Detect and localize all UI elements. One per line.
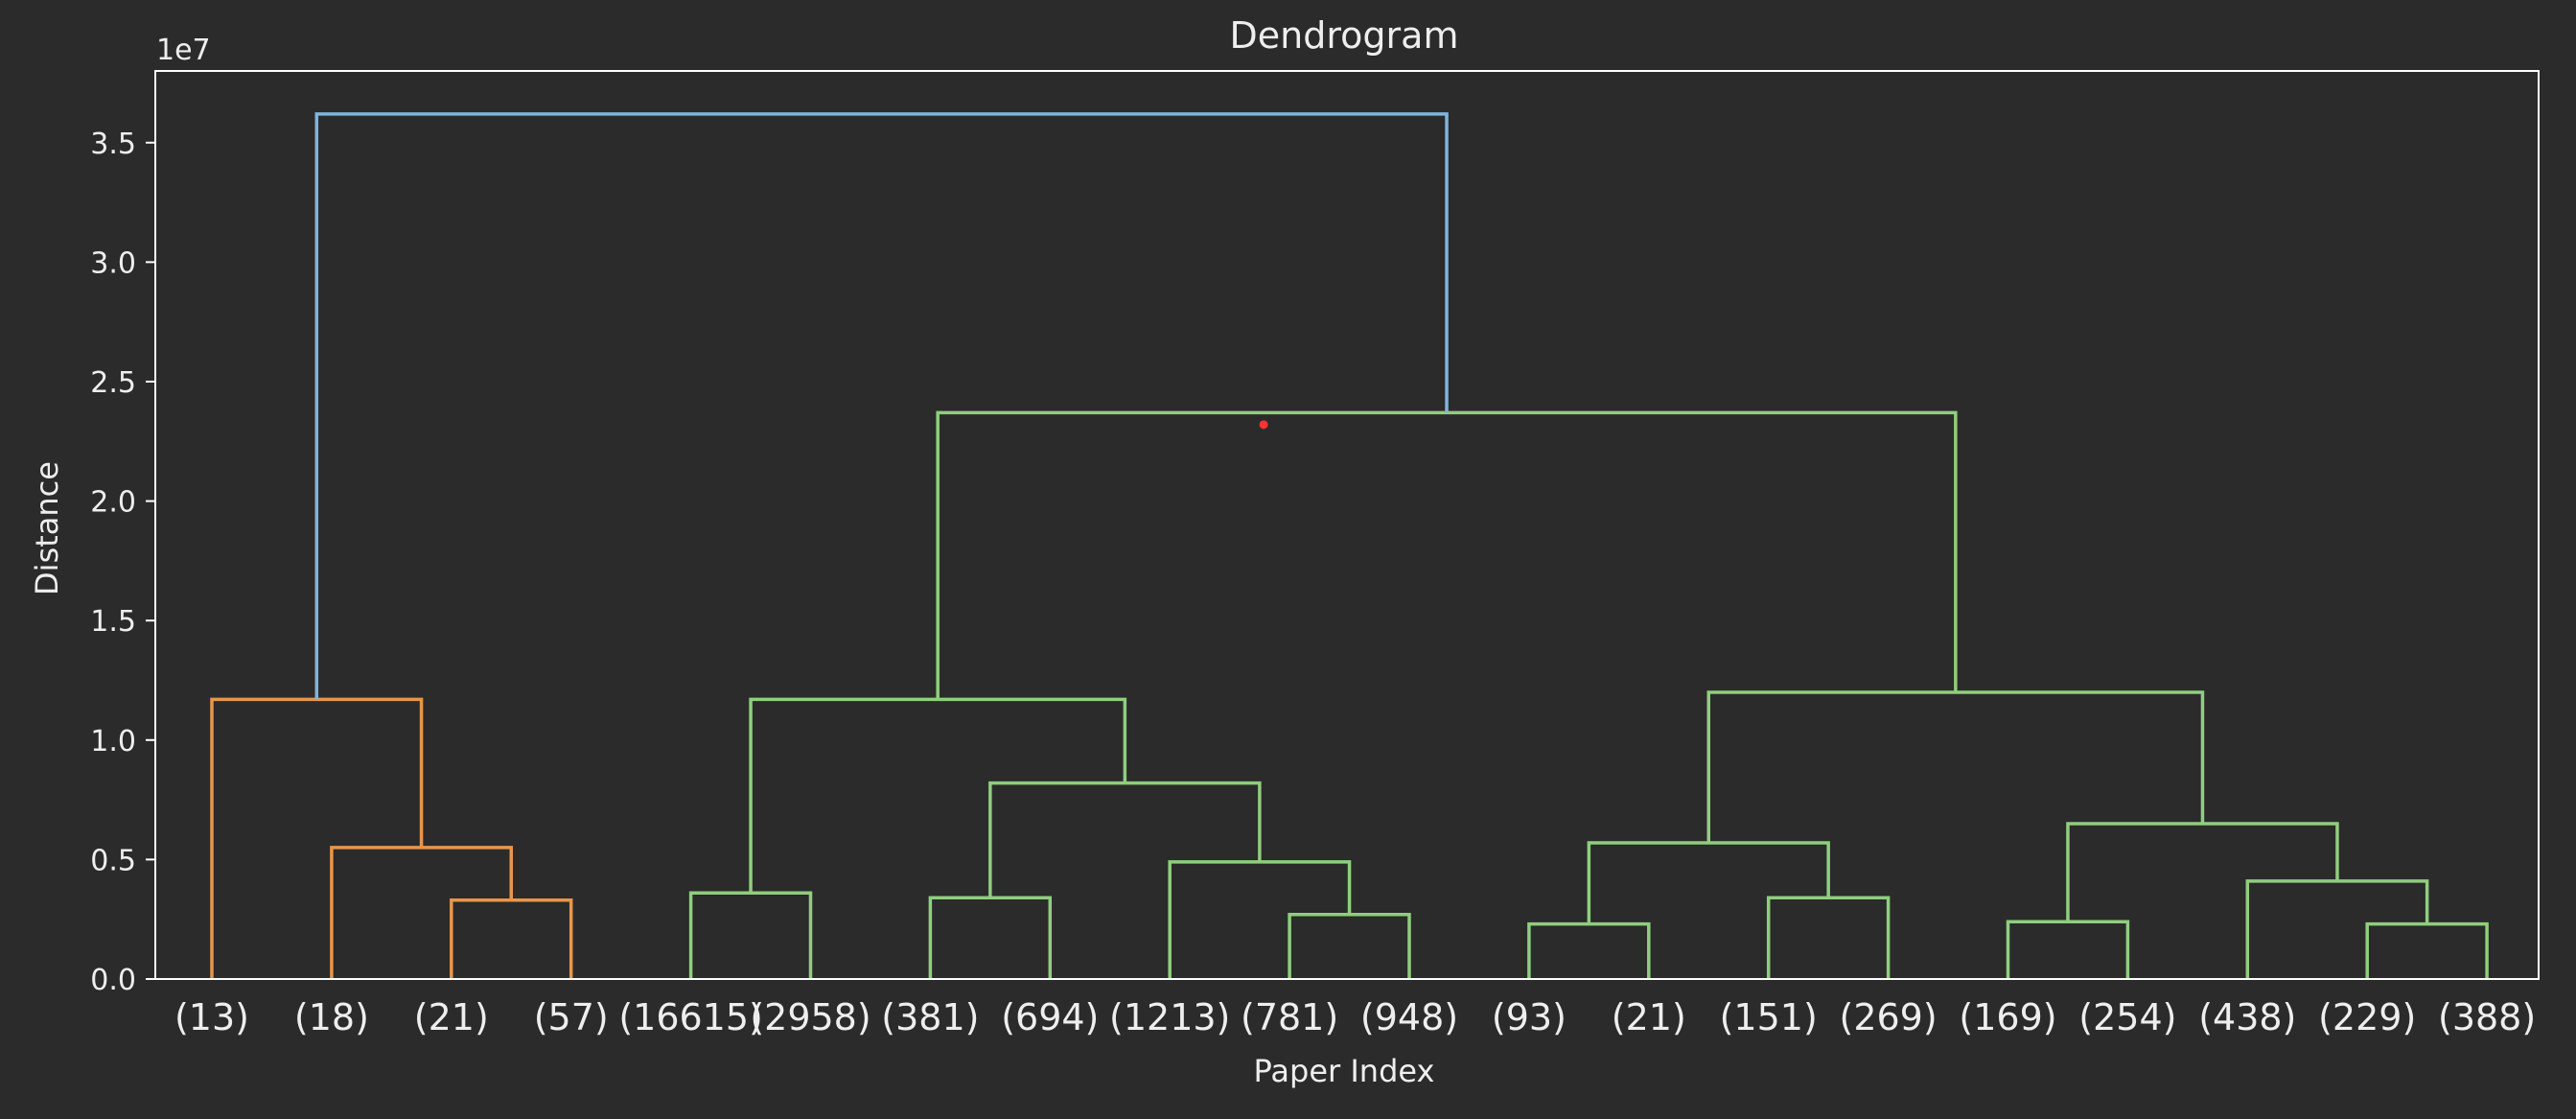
plot-frame [154, 70, 2540, 980]
leaf-label: (229) [2318, 996, 2416, 1038]
leaf-label: (781) [1241, 996, 1338, 1038]
leaf-label: (254) [2078, 996, 2176, 1038]
y-tick-label: 3.5 [90, 128, 136, 161]
leaf-label: (57) [534, 996, 609, 1038]
leaf-label: (388) [2438, 996, 2536, 1038]
x-axis-label: Paper Index [1254, 1053, 1435, 1089]
leaf-label: (21) [414, 996, 489, 1038]
dendrogram-link [210, 697, 424, 979]
dendrogram-link [1527, 921, 1651, 979]
leaf-label: (694) [1001, 996, 1099, 1038]
leaf-label: (438) [2198, 996, 2296, 1038]
dendrogram-link [314, 112, 1449, 700]
y-tick-label: 3.0 [90, 246, 136, 280]
y-tick-label: 0.5 [90, 844, 136, 877]
leaf-label: (16615) [618, 996, 763, 1038]
y-tick-label: 0.0 [90, 964, 136, 997]
dendrogram-link [2365, 921, 2489, 979]
dendrogram-link [1168, 860, 1352, 979]
leaf-label: (13) [174, 996, 249, 1038]
y-tick-label: 1.0 [90, 725, 136, 758]
leaf-label: (93) [1492, 996, 1566, 1038]
y-axis-label: Distance [29, 461, 65, 595]
leaf-label: (948) [1360, 996, 1458, 1038]
leaf-label: (21) [1612, 996, 1686, 1038]
chart-title: Dendrogram [1230, 14, 1459, 57]
y-tick-label: 1.5 [90, 605, 136, 639]
dendrogram-link [749, 697, 1127, 894]
y-tick-label: 2.5 [90, 366, 136, 400]
y-axis-ticks: 0.0 0.5 1.0 1.5 2.0 2.5 3.0 3.5 [90, 128, 155, 997]
leaf-label: (381) [881, 996, 979, 1038]
y-axis-scale-label: 1e7 [156, 34, 211, 67]
marker-layer [1259, 420, 1268, 430]
leaf-label: (269) [1840, 996, 1938, 1038]
leaf-label: (2958) [750, 996, 870, 1038]
dendrogram-link [2245, 879, 2429, 979]
leaf-label: (169) [1959, 996, 2056, 1038]
leaf-label: (151) [1720, 996, 1818, 1038]
leaf-label: (1213) [1109, 996, 1230, 1038]
red-marker-dot [1259, 420, 1268, 430]
y-tick-label: 2.0 [90, 486, 136, 520]
leaf-label: (18) [294, 996, 369, 1038]
x-axis-leaf-labels: (13) (18) (21) (57) (16615)(2958) (381) (694)(… [174, 996, 2536, 1038]
dendrogram-links [210, 112, 2489, 979]
